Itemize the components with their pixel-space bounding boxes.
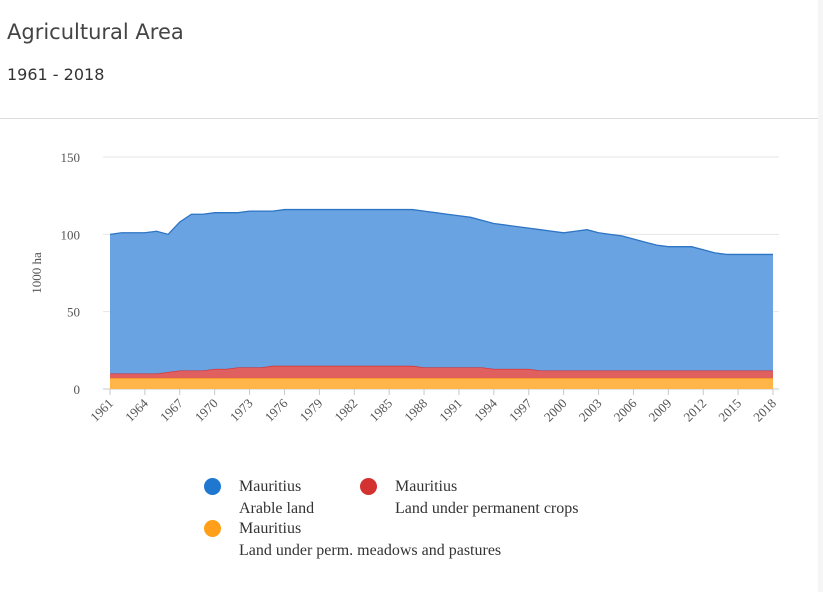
x-tick-label: 1994 bbox=[471, 395, 500, 424]
x-tick-label: 1997 bbox=[506, 395, 535, 424]
x-tick-label: 1973 bbox=[227, 396, 256, 425]
x-tick-label: 1982 bbox=[331, 396, 360, 425]
chart-header: Agricultural Area 1961 - 2018 bbox=[0, 0, 818, 119]
chart-subtitle: 1961 - 2018 bbox=[7, 65, 105, 84]
legend-dot-icon bbox=[204, 520, 221, 537]
x-tick-label: 1985 bbox=[366, 396, 395, 425]
legend-dot-icon bbox=[360, 478, 377, 495]
x-tick-label: 1991 bbox=[436, 396, 465, 425]
legend-text: Mauritius Arable land bbox=[239, 476, 314, 520]
y-tick-label: 50 bbox=[67, 305, 80, 320]
y-axis-label: 1000 ha bbox=[29, 252, 44, 294]
legend-label: Land under permanent crops bbox=[395, 500, 579, 517]
legend-country: Mauritius bbox=[239, 478, 302, 495]
x-tick-label: 1964 bbox=[122, 395, 151, 424]
area-series bbox=[110, 378, 773, 389]
x-tick-label: 2009 bbox=[645, 396, 674, 425]
x-tick-label: 1988 bbox=[401, 396, 430, 425]
area-series bbox=[110, 209, 773, 374]
legend-dot-icon bbox=[204, 478, 221, 495]
chart-legend: Mauritius Arable land Mauritius Land und… bbox=[200, 476, 800, 586]
legend-label: Land under perm. meadows and pastures bbox=[239, 542, 502, 559]
legend-country: Mauritius bbox=[239, 520, 302, 537]
x-tick-label: 1961 bbox=[87, 396, 116, 425]
legend-text: Mauritius Land under permanent crops bbox=[395, 476, 578, 520]
x-tick-label: 2006 bbox=[611, 395, 640, 424]
x-tick-label: 2003 bbox=[576, 396, 605, 425]
x-tick-label: 1970 bbox=[192, 396, 221, 425]
y-tick-label: 100 bbox=[61, 227, 81, 242]
x-tick-label: 1967 bbox=[157, 395, 186, 424]
area-series-line bbox=[109, 208, 773, 256]
area-series bbox=[110, 365, 773, 379]
y-tick-label: 0 bbox=[74, 382, 81, 397]
legend-label: Arable land bbox=[239, 500, 315, 517]
x-tick-label: 2000 bbox=[541, 396, 570, 425]
legend-country: Mauritius bbox=[395, 478, 458, 495]
chart-title: Agricultural Area bbox=[7, 20, 184, 44]
x-tick-label: 2015 bbox=[715, 396, 744, 425]
legend-text: Mauritius Land under perm. meadows and p… bbox=[239, 518, 501, 562]
x-tick-label: 2012 bbox=[680, 396, 709, 425]
y-tick-label: 150 bbox=[61, 150, 81, 165]
x-tick-label: 1976 bbox=[262, 395, 291, 424]
scrollbar-track[interactable] bbox=[818, 0, 823, 592]
x-tick-label: 1979 bbox=[296, 396, 325, 425]
x-tick-label: 2018 bbox=[750, 396, 779, 425]
